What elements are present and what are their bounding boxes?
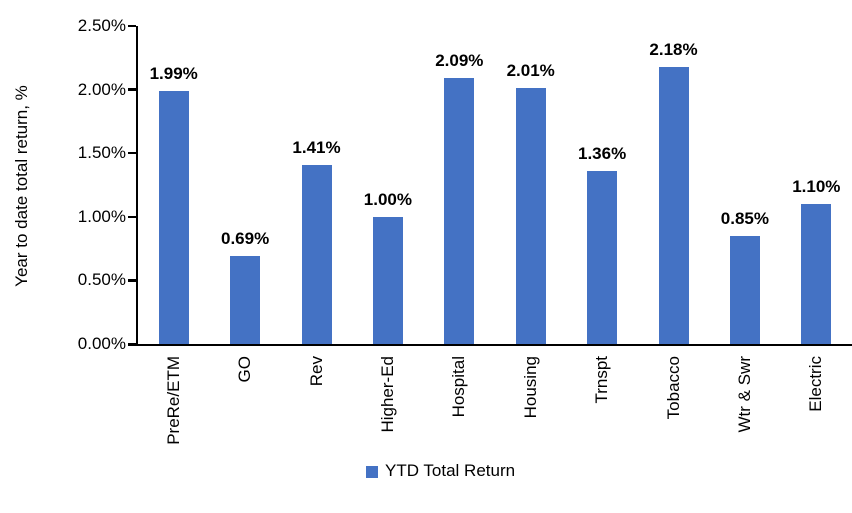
bar [515,88,546,344]
bar [658,66,689,344]
y-tick-mark [128,88,136,91]
bar-value-label: 1.36% [577,144,627,163]
bar-value-label: 1.10% [792,177,841,197]
x-tick-label: Wtr & Swr [734,356,754,433]
x-tick-label: Higher-Ed [377,356,397,433]
bar [444,78,475,344]
y-tick-label: 0.00% [77,334,126,353]
y-tick-mark [128,151,136,155]
x-tick-label: Electric [806,356,826,412]
y-tick-mark [128,24,136,28]
y-tick-label: 0.50% [77,270,126,290]
bar-value-label: 1.41% [292,137,341,157]
y-tick-label: 2.50% [77,16,126,35]
bar-value-label: 2.09% [435,51,484,71]
bar-value-label: 2.01% [506,61,555,81]
y-tick-mark [128,279,136,282]
x-tick-label: Tobacco [663,356,683,420]
bar-value-label: 2.18% [649,39,698,59]
y-axis-line [135,26,138,346]
legend-label: YTD Total Return [385,461,516,480]
x-tick-label: Trnspt [592,356,612,404]
x-tick-label: Rev [306,356,326,387]
y-tick-label: 1.00% [77,206,126,226]
legend: YTD Total Return [366,461,515,481]
bar [301,164,332,344]
x-tick-label: Housing [520,356,540,419]
bar [729,235,760,344]
y-tick-mark [128,342,136,346]
y-tick-label: 2.00% [77,79,126,99]
bar-value-label: 0.85% [720,208,769,228]
bar [230,256,261,344]
y-axis-title: Year to date total return, % [12,85,31,287]
y-tick-label: 1.50% [77,143,126,163]
y-tick-mark [128,215,136,219]
bar-value-label: 1.99% [149,63,198,83]
bar [801,204,832,344]
x-tick-label: PreRe/ETM [163,356,183,445]
bar [158,90,189,344]
legend-swatch [366,466,378,478]
bar-value-label: 1.00% [363,189,412,209]
bar [587,171,618,344]
x-tick-label: GO [235,356,255,383]
bar [372,216,403,344]
x-axis-line [128,343,852,346]
bar-value-label: 0.69% [220,229,270,249]
x-tick-label: Hospital [449,356,469,418]
